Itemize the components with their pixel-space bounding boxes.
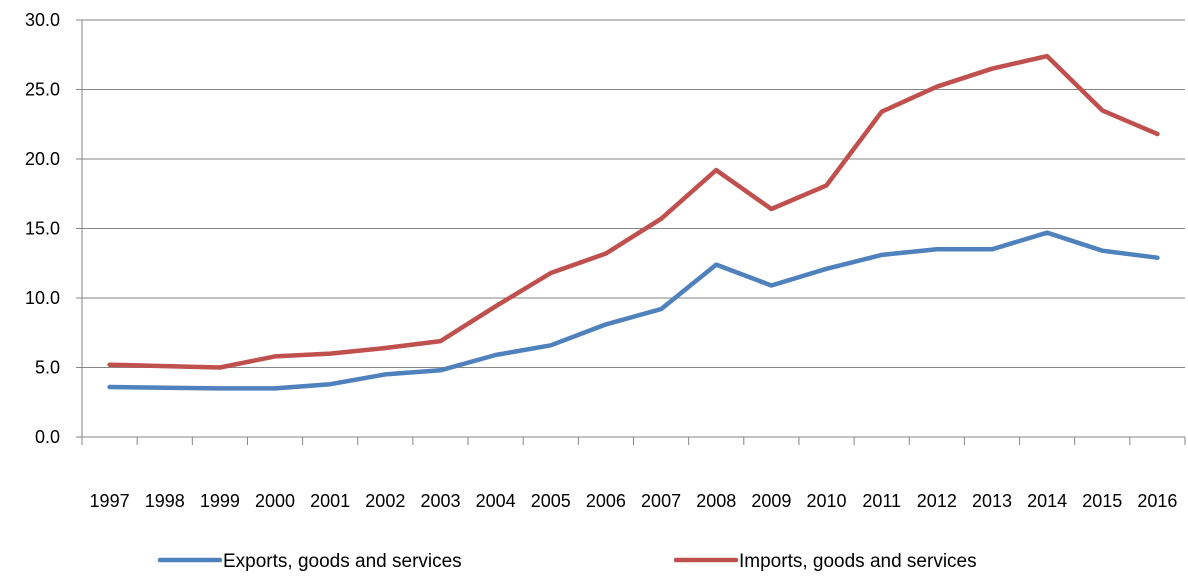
x-tick-label: 2003 bbox=[420, 491, 460, 511]
x-tick-label: 1999 bbox=[200, 491, 240, 511]
gridlines bbox=[76, 19, 1185, 438]
axes bbox=[81, 20, 1186, 445]
x-tick-label: 2010 bbox=[807, 491, 847, 511]
x-tick-label: 2007 bbox=[641, 491, 681, 511]
series-line-exports bbox=[107, 230, 1160, 391]
series-line-imports bbox=[107, 53, 1160, 370]
x-tick-label: 2009 bbox=[751, 491, 791, 511]
x-tick-label: 2006 bbox=[586, 491, 626, 511]
legend-item-imports: Imports, goods and services bbox=[673, 551, 977, 572]
x-tick-label: 1997 bbox=[90, 491, 130, 511]
x-tick-label: 2014 bbox=[1027, 491, 1067, 511]
x-tick-label: 2012 bbox=[917, 491, 957, 511]
y-tick-label: 30.0 bbox=[25, 10, 60, 30]
x-tick-label: 2000 bbox=[255, 491, 295, 511]
y-axis-tick-labels: 0.0 5.0 10.0 15.0 20.0 25.0 30.0 bbox=[25, 10, 60, 447]
x-tick-label: 2004 bbox=[476, 491, 516, 511]
legend-item-exports: Exports, goods and services bbox=[157, 551, 462, 572]
y-tick-label: 0.0 bbox=[35, 427, 60, 447]
y-tick-label: 25.0 bbox=[25, 80, 60, 100]
y-tick-label: 5.0 bbox=[35, 358, 60, 378]
legend: Exports, goods and services Imports, good… bbox=[157, 551, 977, 572]
y-tick-label: 15.0 bbox=[25, 219, 60, 239]
x-tick-label: 2013 bbox=[972, 491, 1012, 511]
x-axis-tick-labels: 1997 1998 1999 2000 2001 2002 2003 2004 2005 2006… bbox=[90, 491, 1178, 511]
x-tick-label: 1998 bbox=[145, 491, 185, 511]
x-tick-label: 2002 bbox=[365, 491, 405, 511]
x-tick-label: 2005 bbox=[531, 491, 571, 511]
y-tick-label: 20.0 bbox=[25, 149, 60, 169]
x-tick-label: 2008 bbox=[696, 491, 736, 511]
legend-label: Exports, goods and services bbox=[223, 551, 462, 572]
legend-label: Imports, goods and services bbox=[739, 551, 977, 572]
x-tick-label: 2015 bbox=[1082, 491, 1122, 511]
x-tick-label: 2001 bbox=[310, 491, 350, 511]
series-lines bbox=[107, 53, 1160, 391]
x-tick-label: 2011 bbox=[862, 491, 901, 511]
x-tick-label: 2016 bbox=[1137, 491, 1177, 511]
y-tick-label: 10.0 bbox=[25, 288, 60, 308]
